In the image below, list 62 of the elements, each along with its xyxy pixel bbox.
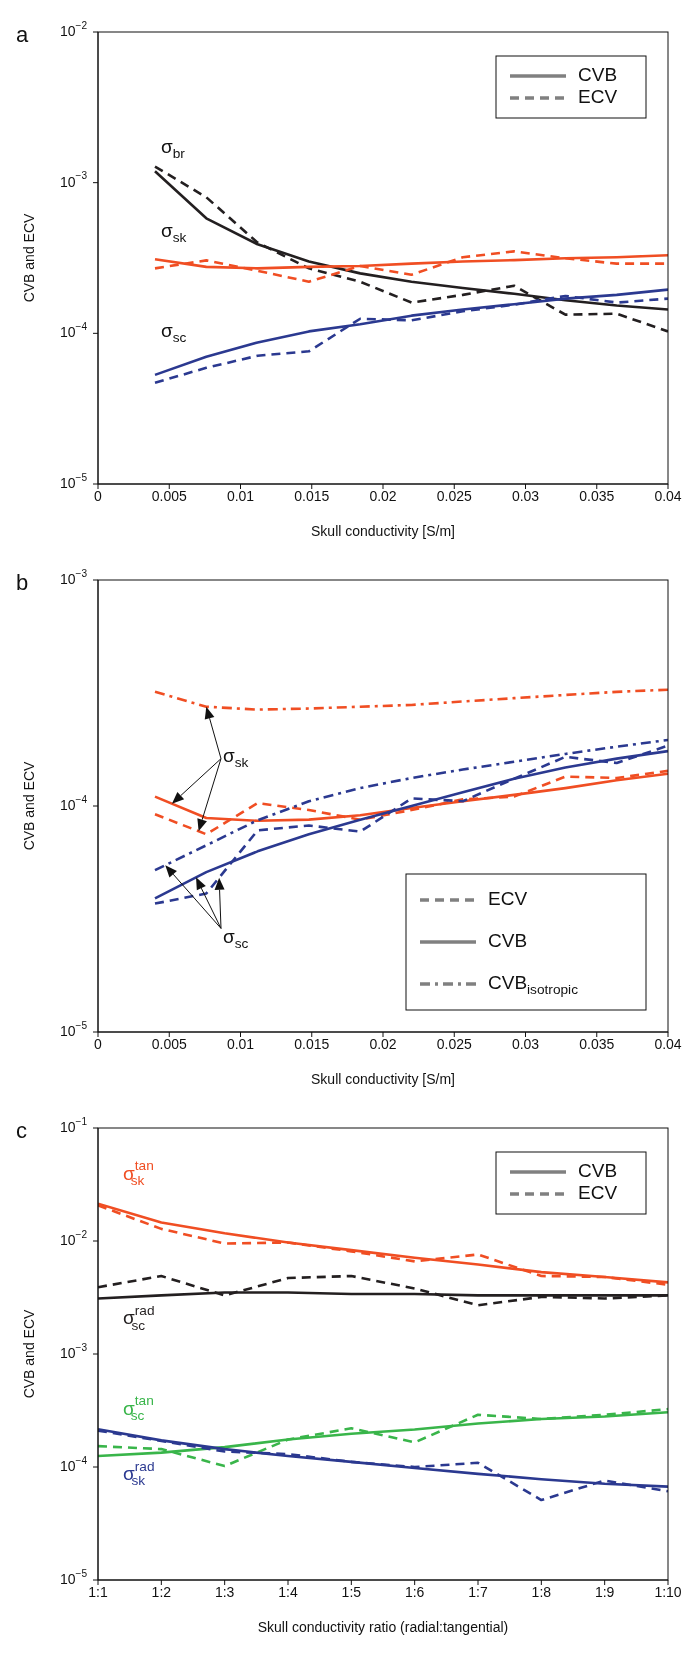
x-tick-label: 1:5 <box>341 1583 362 1600</box>
x-tick-label: 1:6 <box>404 1583 425 1600</box>
x-tick-label: 0.015 <box>294 487 330 504</box>
x-tick-label: 0.025 <box>436 1035 472 1052</box>
x-tick-label: 0.03 <box>511 487 540 504</box>
x-tick-label: 1:7 <box>468 1583 488 1600</box>
chart-title: b <box>16 569 29 595</box>
x-axis-title: Skull conductivity [S/m] <box>311 522 455 539</box>
y-tick-label: 10$^{−1}$ <box>59 1115 88 1135</box>
annotation: CVB <box>578 1160 618 1182</box>
y-tick-label: 10$^{−5}$ <box>59 471 88 491</box>
x-tick-label: 1:2 <box>151 1583 172 1600</box>
y-axis-title: CVB and ECV <box>20 1308 37 1399</box>
y-axis-title: CVB and ECV <box>20 212 37 303</box>
annotation: CVB <box>488 930 528 952</box>
x-tick-label: 0.005 <box>151 1035 187 1052</box>
y-tick-label: 10$^{−2}$ <box>59 1228 88 1248</box>
x-tick-label: 0.01 <box>226 487 255 504</box>
text: σ$_{sc}$ <box>223 926 249 952</box>
x-tick-label: 0.03 <box>511 1035 540 1052</box>
y-tick-label: 10$^{−3}$ <box>59 567 88 587</box>
x-tick-label: 1:4 <box>278 1583 298 1600</box>
x-tick-label: 0.025 <box>436 487 472 504</box>
annotation: CVB$_{isotropic}$ <box>488 972 579 997</box>
x-tick-label: 1:9 <box>594 1583 615 1600</box>
series-label: σ$_{sk}$ <box>161 220 187 245</box>
series-label: σ$_{sc}$ <box>161 319 187 345</box>
y-tick-label: 10$^{−2}$ <box>59 19 88 39</box>
y-tick-label: 10$^{−5}$ <box>59 1567 88 1587</box>
x-tick-label: 1:10 <box>654 1583 682 1600</box>
x-tick-label: 0.04 <box>654 487 682 504</box>
x-tick-label: 0.04 <box>654 1035 682 1052</box>
x-tick-label: 1:3 <box>214 1583 235 1600</box>
x-tick-label: 0 <box>94 487 103 504</box>
x-tick-label: 0.01 <box>226 1035 255 1052</box>
chart-title: c <box>16 1117 27 1143</box>
x-axis-title: Skull conductivity ratio (radial:tangential) <box>257 1618 509 1635</box>
chart-title: a <box>16 21 29 47</box>
y-tick-label: 10$^{−4}$ <box>59 1454 88 1474</box>
x-tick-label: 0.035 <box>579 487 615 504</box>
x-tick-label: 0.015 <box>294 1035 330 1052</box>
annotation: ECV <box>578 86 618 108</box>
y-tick-label: 10$^{−4}$ <box>59 793 88 813</box>
annotation: ECV <box>578 1182 618 1204</box>
x-tick-label: 0.02 <box>369 1035 397 1052</box>
line-series <box>153 738 668 872</box>
x-tick-label: 0 <box>94 1035 103 1052</box>
y-tick-label: 10$^{−5}$ <box>59 1019 88 1039</box>
annotation: CVB <box>578 64 618 86</box>
x-tick-label: 0.005 <box>151 487 187 504</box>
y-tick-label: 10$^{−3}$ <box>59 170 88 190</box>
y-tick-label: 10$^{−3}$ <box>59 1341 88 1361</box>
x-axis-title: Skull conductivity [S/m] <box>311 1070 455 1087</box>
x-tick-label: 0.035 <box>579 1035 615 1052</box>
annotation: ECV <box>488 888 528 910</box>
x-tick-label: 1:8 <box>531 1583 552 1600</box>
series-label: σ$_{br}$ <box>161 136 186 161</box>
x-tick-label: 0.02 <box>369 487 397 504</box>
y-tick-label: 10$^{−4}$ <box>59 320 88 341</box>
y-axis-title: CVB and ECV <box>20 760 37 851</box>
text: σ$_{sk}$ <box>223 744 249 770</box>
x-tick-label: 1:1 <box>88 1583 108 1600</box>
